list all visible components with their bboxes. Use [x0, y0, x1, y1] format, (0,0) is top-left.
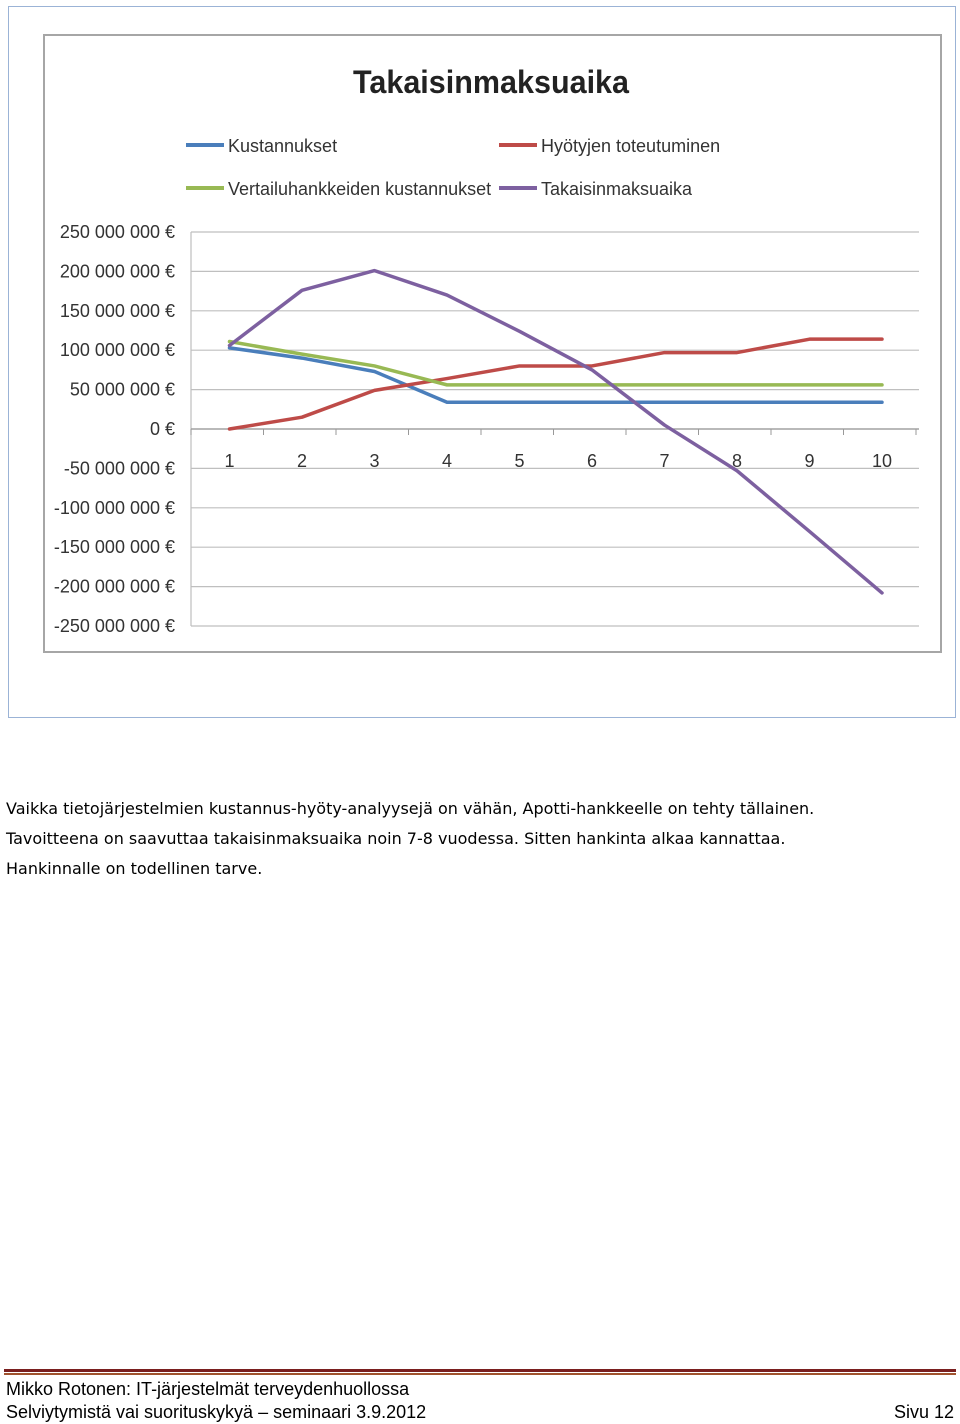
legend-label: Kustannukset — [228, 136, 337, 156]
x-tick-label: 3 — [369, 451, 379, 471]
series-line — [227, 346, 884, 404]
body-line-1: Vaikka tietojärjestelmien kustannus-hyöt… — [6, 799, 815, 818]
page-number: Sivu 12 — [893, 1402, 954, 1422]
x-tick-label: 1 — [224, 451, 234, 471]
x-tick-label: 8 — [732, 451, 742, 471]
series-line — [227, 337, 884, 431]
y-tick-label: -150 000 000 € — [54, 537, 175, 557]
y-tick-label: 50 000 000 € — [70, 380, 175, 400]
y-tick-label: 150 000 000 € — [60, 301, 175, 321]
x-tick-label: 7 — [659, 451, 669, 471]
body-text: Vaikka tietojärjestelmien kustannus-hyöt… — [6, 794, 946, 884]
y-tick-label: -100 000 000 € — [54, 498, 175, 518]
series-line — [227, 268, 884, 595]
chart-area-border — [43, 34, 942, 653]
chart-title: Takaisinmaksuaika — [353, 64, 629, 100]
chart-container: Takaisinmaksuaika Kustannukset Hyötyjen to… — [8, 6, 956, 718]
x-tick-label: 4 — [442, 451, 452, 471]
y-tick-label: -250 000 000 € — [54, 616, 175, 636]
x-tick-label: 10 — [872, 451, 892, 471]
line-chart: Takaisinmaksuaika Kustannukset Hyötyjen to… — [43, 34, 942, 653]
y-tick-label: -200 000 000 € — [54, 577, 175, 597]
x-tick-label: 5 — [514, 451, 524, 471]
legend-label: Vertailuhankkeiden kustannukset — [228, 179, 491, 199]
body-line-2: Tavoitteena on saavuttaa takaisinmaksuai… — [6, 829, 786, 848]
x-tick-label: 6 — [587, 451, 597, 471]
series-line — [227, 339, 884, 387]
x-tick-label: 9 — [804, 451, 814, 471]
y-tick-label: 100 000 000 € — [60, 340, 175, 360]
footer-seminar: Selviytymistä vai suorituskykyä – semina… — [6, 1402, 427, 1422]
legend-label: Takaisinmaksuaika — [541, 179, 693, 199]
y-tick-label: 250 000 000 € — [60, 222, 175, 242]
footer-divider — [4, 1369, 956, 1372]
y-tick-label: -50 000 000 € — [64, 458, 175, 478]
footer-author: Mikko Rotonen: IT-järjestelmät terveyden… — [6, 1379, 410, 1399]
body-line-3: Hankinnalle on todellinen tarve. — [6, 859, 263, 878]
footer-divider-accent — [4, 1373, 956, 1375]
y-tick-label: 0 € — [150, 419, 175, 439]
legend-label: Hyötyjen toteutuminen — [541, 136, 720, 156]
x-tick-label: 2 — [297, 451, 307, 471]
y-tick-label: 200 000 000 € — [60, 261, 175, 281]
